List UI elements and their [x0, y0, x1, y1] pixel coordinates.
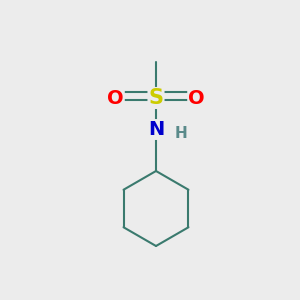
- Text: S: S: [148, 88, 164, 108]
- Text: O: O: [188, 88, 205, 107]
- Text: N: N: [148, 120, 164, 139]
- Text: H: H: [175, 126, 188, 141]
- Text: O: O: [107, 88, 124, 107]
